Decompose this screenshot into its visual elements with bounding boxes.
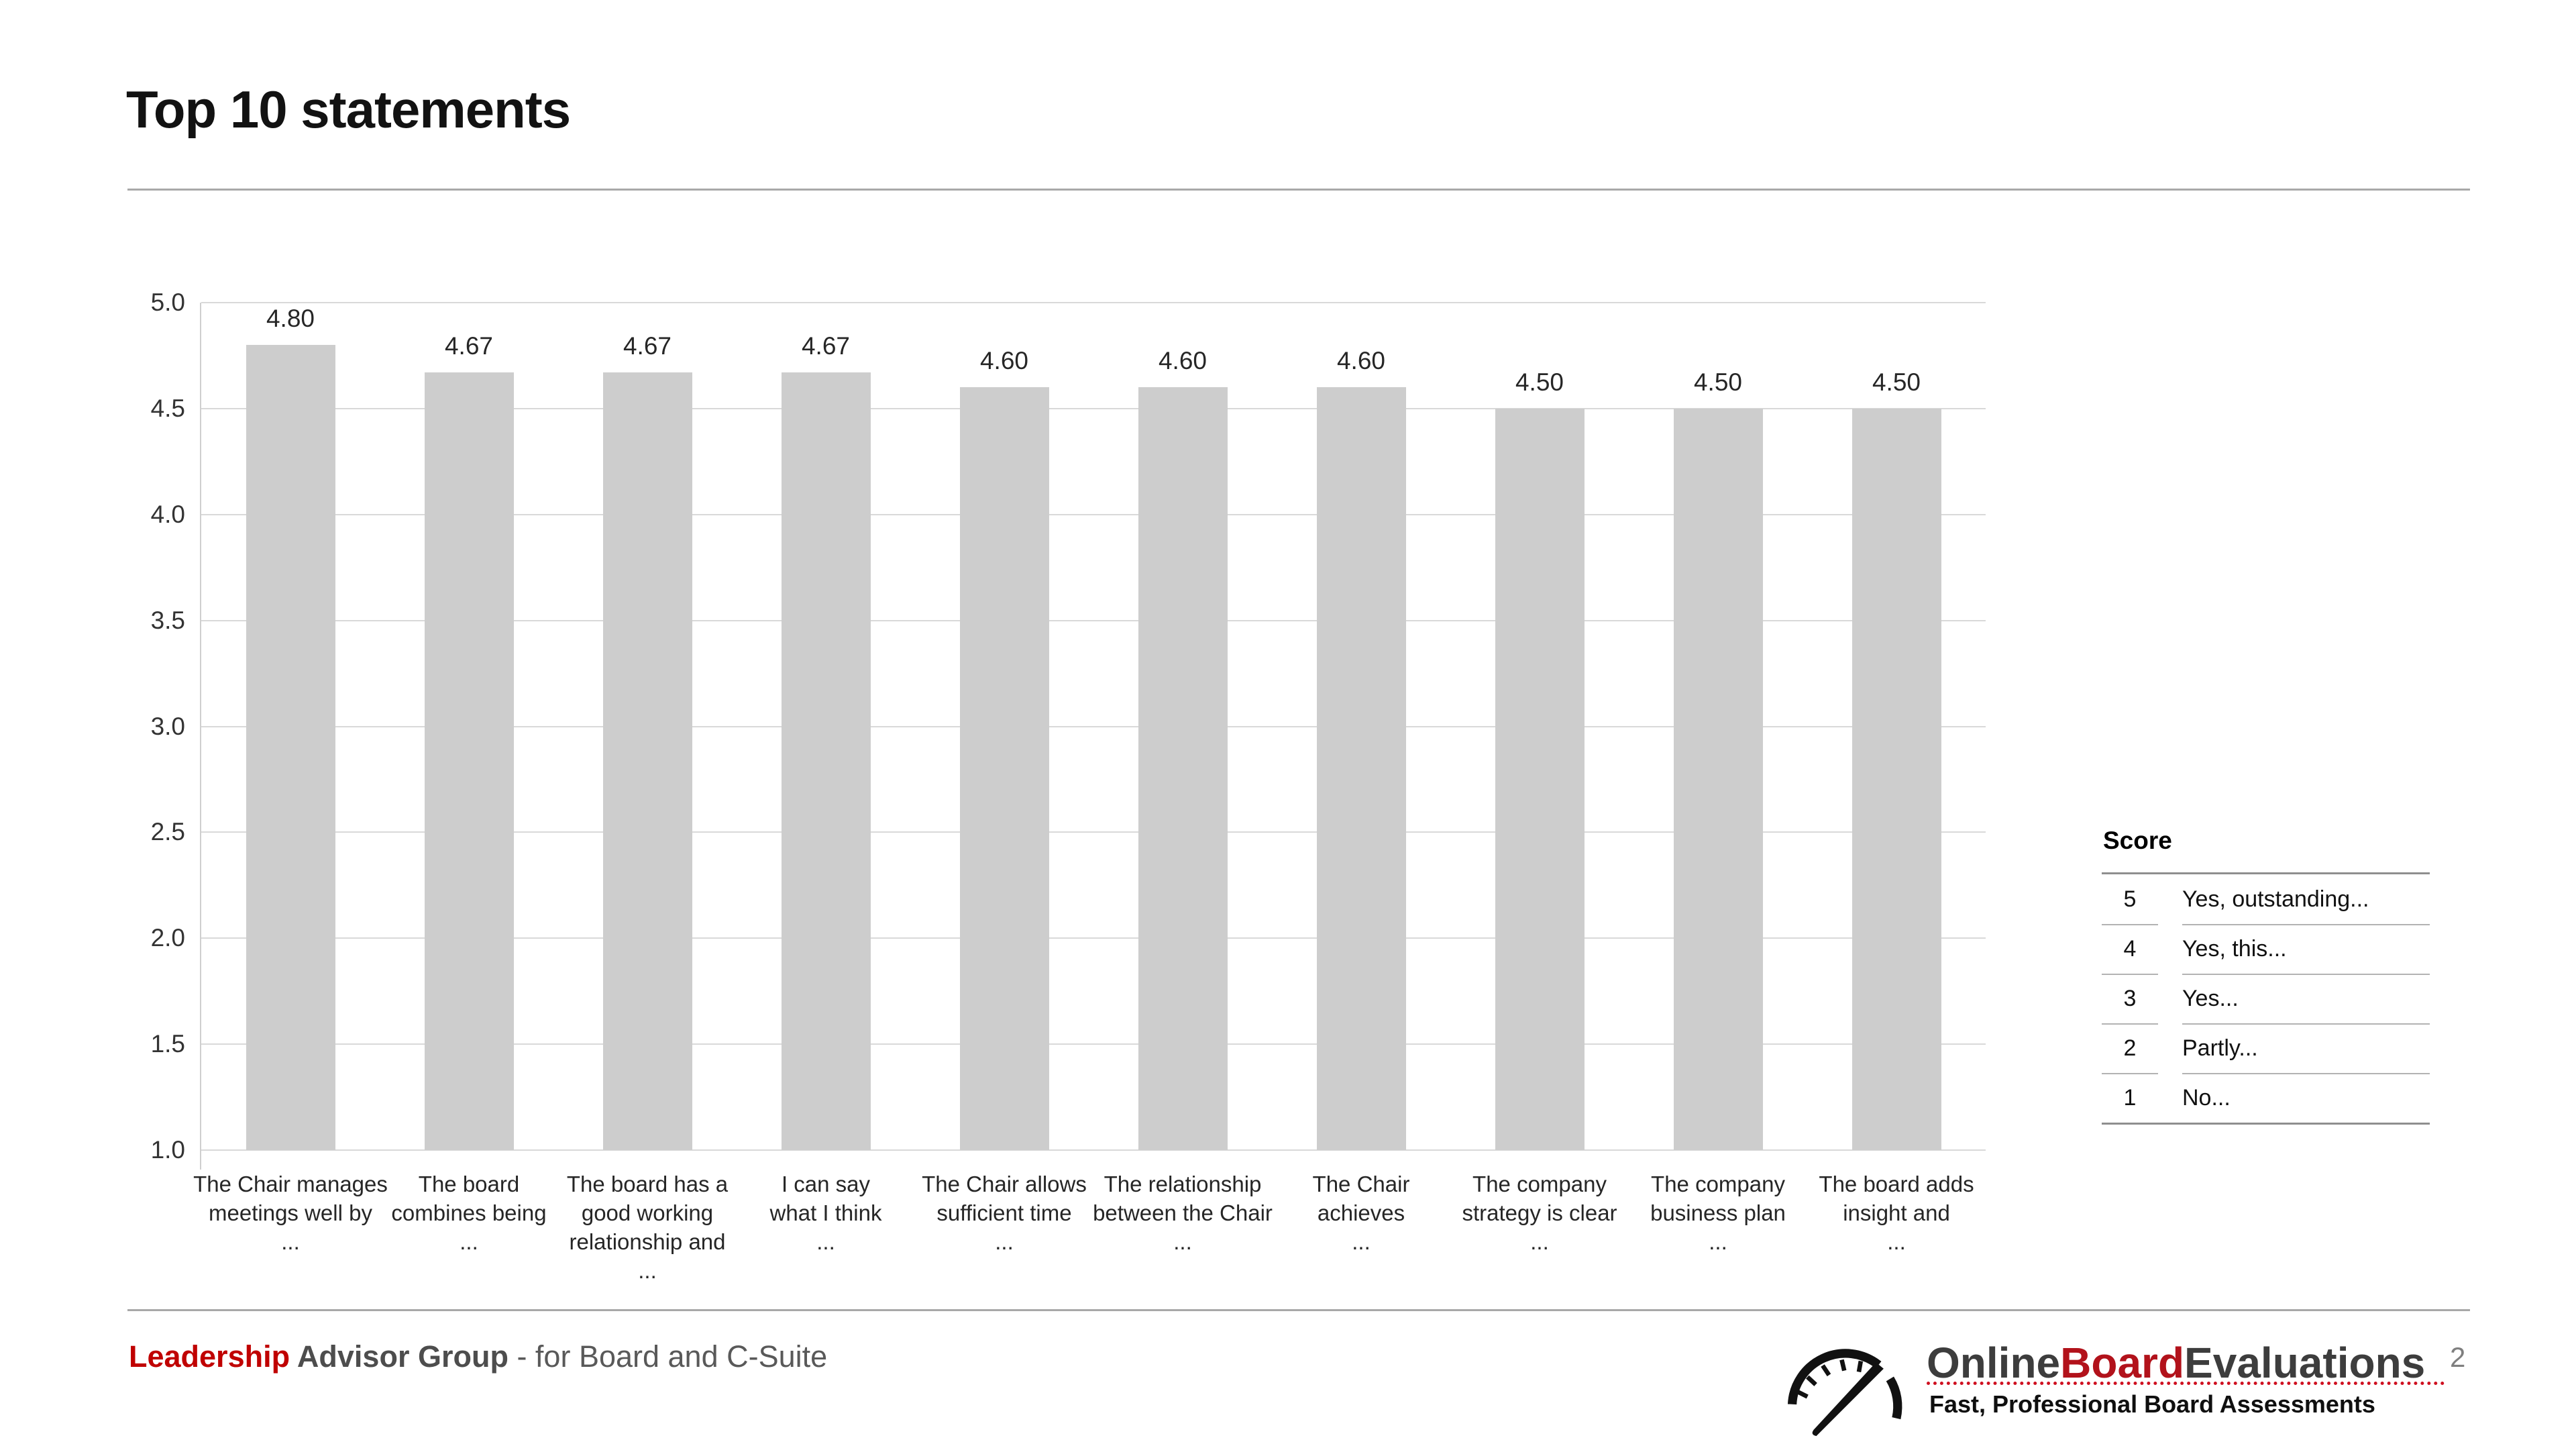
y-axis-tick-label: 2.0 [150, 924, 185, 952]
footer-brand: Leadership Advisor Group - for Board and… [129, 1339, 827, 1374]
bar [1495, 408, 1585, 1150]
y-axis-tick-label: 2.5 [150, 818, 185, 846]
bar-category-label: The board has a good working relationship … [566, 1172, 729, 1283]
bar-category-label: The Chair manages meetings well by... [193, 1172, 388, 1254]
bar [424, 372, 514, 1150]
brand-suffix: - for Board and C-Suite [508, 1339, 828, 1374]
score-meaning: Yes... [2182, 974, 2430, 1025]
y-axis-tick-label: 3.5 [150, 606, 185, 634]
bar-slot: 4.67 The board combines being... [380, 303, 558, 1254]
score-meaning: No... [2182, 1084, 2231, 1111]
logo-online: Online [1927, 1339, 2061, 1387]
y-axis-tick-label: 3.0 [150, 712, 185, 740]
gridline [201, 831, 1986, 833]
y-axis-line [200, 303, 201, 1170]
bar-category-label: The company business plan... [1650, 1172, 1786, 1254]
bar-value-label: 4.60 [1336, 347, 1385, 375]
footer-divider [127, 1309, 2470, 1311]
score-value: 3 [2102, 974, 2158, 1025]
bar-slot: 4.50 The company business plan... [1629, 303, 1807, 1254]
score-legend-row: 3 Yes... [2102, 974, 2430, 1025]
bar-category-label: The Chair allows sufficient time... [922, 1172, 1087, 1254]
score-legend-row: 5 Yes, outstanding... [2102, 874, 2430, 925]
logo-evaluations: Evaluations [2184, 1339, 2426, 1387]
bar-slot: 4.50 The board adds insight and... [1807, 303, 1986, 1254]
score-legend-table: 5 Yes, outstanding... 4 Yes, this... 3 Yes...… [2102, 872, 2430, 1125]
score-legend-row: 1 No... [2102, 1073, 2430, 1123]
page-title: Top 10 statements [126, 80, 571, 139]
bar [1316, 387, 1406, 1150]
score-legend-header: Score [2103, 827, 2172, 854]
plot-area: 4.80 The Chair manages meetings well by...… [193, 302, 1986, 1283]
score-value: 4 [2102, 924, 2158, 975]
bar-category-label: The relationship between the Chair... [1093, 1172, 1273, 1254]
title-divider [127, 189, 2470, 191]
score-value: 1 [2123, 1084, 2137, 1111]
score-value: 2 [2102, 1023, 2158, 1074]
gauge-icon [1787, 1349, 1902, 1437]
bar-slot: 4.67 The board has a good working relations… [558, 303, 737, 1282]
score-legend-row: 2 Partly... [2102, 1023, 2430, 1074]
bar-slot: 4.60 The Chair achieves... [1272, 303, 1450, 1253]
bar-slot: 4.67 I can say what I think... [737, 303, 915, 1254]
logo-red-underline [1927, 1382, 2445, 1385]
bar-value-label: 4.50 [1693, 368, 1742, 396]
bar [1138, 387, 1228, 1150]
bar-category-label: The board adds insight and... [1819, 1172, 1974, 1254]
bar [602, 372, 692, 1150]
bar-value-label: 4.67 [444, 332, 493, 360]
y-axis-labels: 5.0 4.5 4.0 3.5 3.0 2.5 2.0 1.5 1.0 [94, 289, 185, 1164]
bar-value-label: 4.67 [801, 332, 850, 360]
bar-value-label: 4.60 [979, 347, 1028, 375]
score-meaning: Yes, outstanding... [2182, 874, 2430, 925]
bar [1851, 408, 1941, 1150]
gridline [201, 302, 1986, 303]
score-meaning: Yes, this... [2182, 924, 2430, 975]
gridline [201, 1149, 1986, 1151]
page-number: 2 [2450, 1341, 2466, 1373]
bar [1673, 408, 1763, 1150]
bar-slot: 4.60 The relationship between the Chair... [1093, 303, 1273, 1253]
bar [959, 387, 1049, 1150]
logo-board: Board [2060, 1339, 2185, 1387]
y-axis-tick-label: 4.0 [150, 500, 185, 528]
gridline [201, 937, 1986, 939]
gridline [201, 407, 1986, 409]
y-axis-tick-label: 1.0 [150, 1136, 185, 1164]
bar-value-label: 4.50 [1872, 368, 1921, 396]
gridline [201, 619, 1986, 621]
bar-slot: 4.50 The company strategy is clear... [1450, 303, 1629, 1254]
bars-row: 4.80 The Chair manages meetings well by...… [193, 303, 1986, 1283]
brand-leadership: Leadership [129, 1339, 290, 1374]
gridline [201, 1043, 1986, 1045]
score-value: 5 [2102, 874, 2158, 925]
brand-advisor-group: Advisor Group [290, 1339, 508, 1374]
bar-category-label: The board combines being... [391, 1172, 547, 1254]
bar-value-label: 4.60 [1158, 347, 1207, 375]
bar [781, 372, 871, 1150]
bar-value-label: 4.80 [266, 305, 315, 333]
bar [246, 345, 335, 1150]
logo-tagline: Fast, Professional Board Assessments [1929, 1390, 2375, 1418]
score-meaning: Partly... [2182, 1023, 2430, 1074]
score-legend-row: 4 Yes, this... [2102, 924, 2430, 975]
y-axis-tick-label: 4.5 [150, 394, 185, 422]
gridline [201, 725, 1986, 727]
bar-slot: 4.80 The Chair manages meetings well by... [193, 303, 388, 1254]
logo-wordmark: OnlineBoardEvaluations [1927, 1338, 2425, 1388]
bar-category-label: The company strategy is clear... [1462, 1172, 1617, 1254]
bar-category-label: The Chair achieves... [1312, 1172, 1410, 1254]
y-axis-tick-label: 1.5 [150, 1030, 185, 1058]
bar-slot: 4.60 The Chair allows sufficient time... [915, 303, 1093, 1253]
y-axis-tick-label: 5.0 [150, 289, 185, 316]
bar-category-label: I can say what I think... [769, 1172, 882, 1254]
gridline [201, 513, 1986, 515]
bar-value-label: 4.67 [623, 332, 672, 360]
bar-value-label: 4.50 [1515, 368, 1564, 396]
